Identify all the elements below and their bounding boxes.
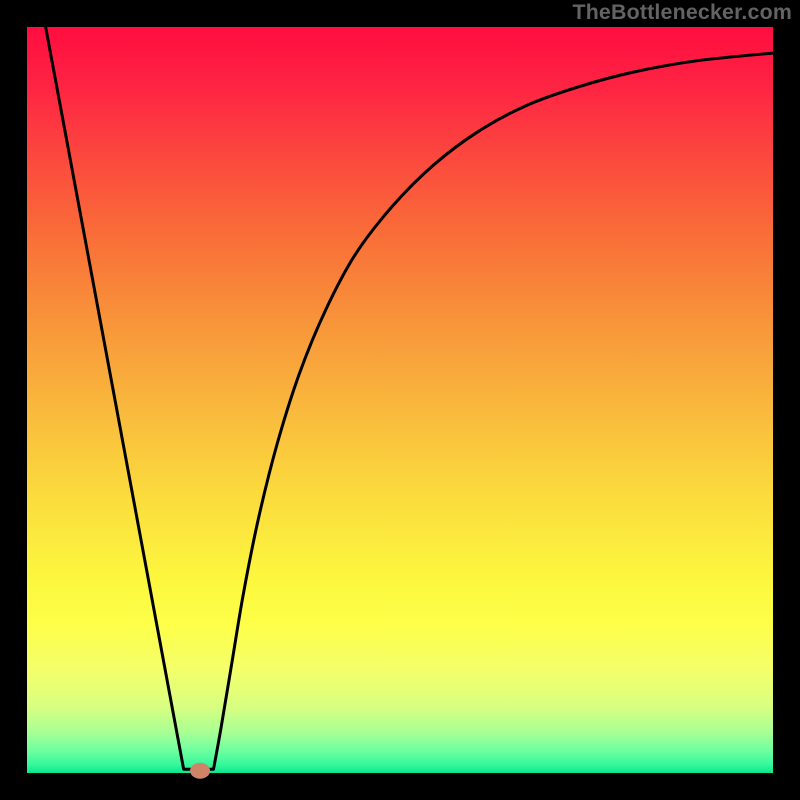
chart-stage: TheBottlenecker.com bbox=[0, 0, 800, 800]
chart-svg bbox=[0, 0, 800, 800]
gradient-background bbox=[27, 27, 773, 773]
optimal-point-marker bbox=[190, 763, 210, 779]
watermark-text: TheBottlenecker.com bbox=[572, 0, 792, 25]
